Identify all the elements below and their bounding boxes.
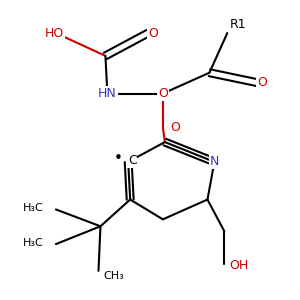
Text: HO: HO [44,27,64,40]
Text: •: • [114,152,123,166]
Text: OH: OH [229,260,248,272]
Text: R1: R1 [230,18,247,31]
Text: N: N [210,155,219,168]
Text: O: O [148,27,158,40]
Text: CH₃: CH₃ [103,271,124,281]
Text: O: O [170,121,180,134]
Text: C: C [128,154,136,167]
Text: HN: HN [98,87,117,100]
Text: O: O [158,87,168,100]
Text: O: O [257,76,267,89]
Text: H₃C: H₃C [23,203,44,214]
Text: H₃C: H₃C [23,238,44,248]
